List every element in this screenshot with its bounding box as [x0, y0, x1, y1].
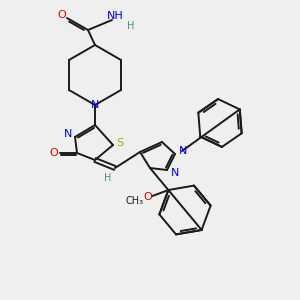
Text: O: O	[143, 192, 152, 202]
Text: N: N	[179, 146, 187, 156]
Text: O: O	[58, 10, 66, 20]
Text: N: N	[64, 129, 72, 139]
Text: O: O	[50, 148, 58, 158]
Text: N: N	[91, 100, 99, 110]
Text: H: H	[127, 21, 135, 31]
Text: H: H	[104, 173, 112, 183]
Text: CH₃: CH₃	[125, 196, 143, 206]
Text: N: N	[171, 168, 179, 178]
Text: NH: NH	[106, 11, 123, 21]
Text: S: S	[116, 138, 124, 148]
